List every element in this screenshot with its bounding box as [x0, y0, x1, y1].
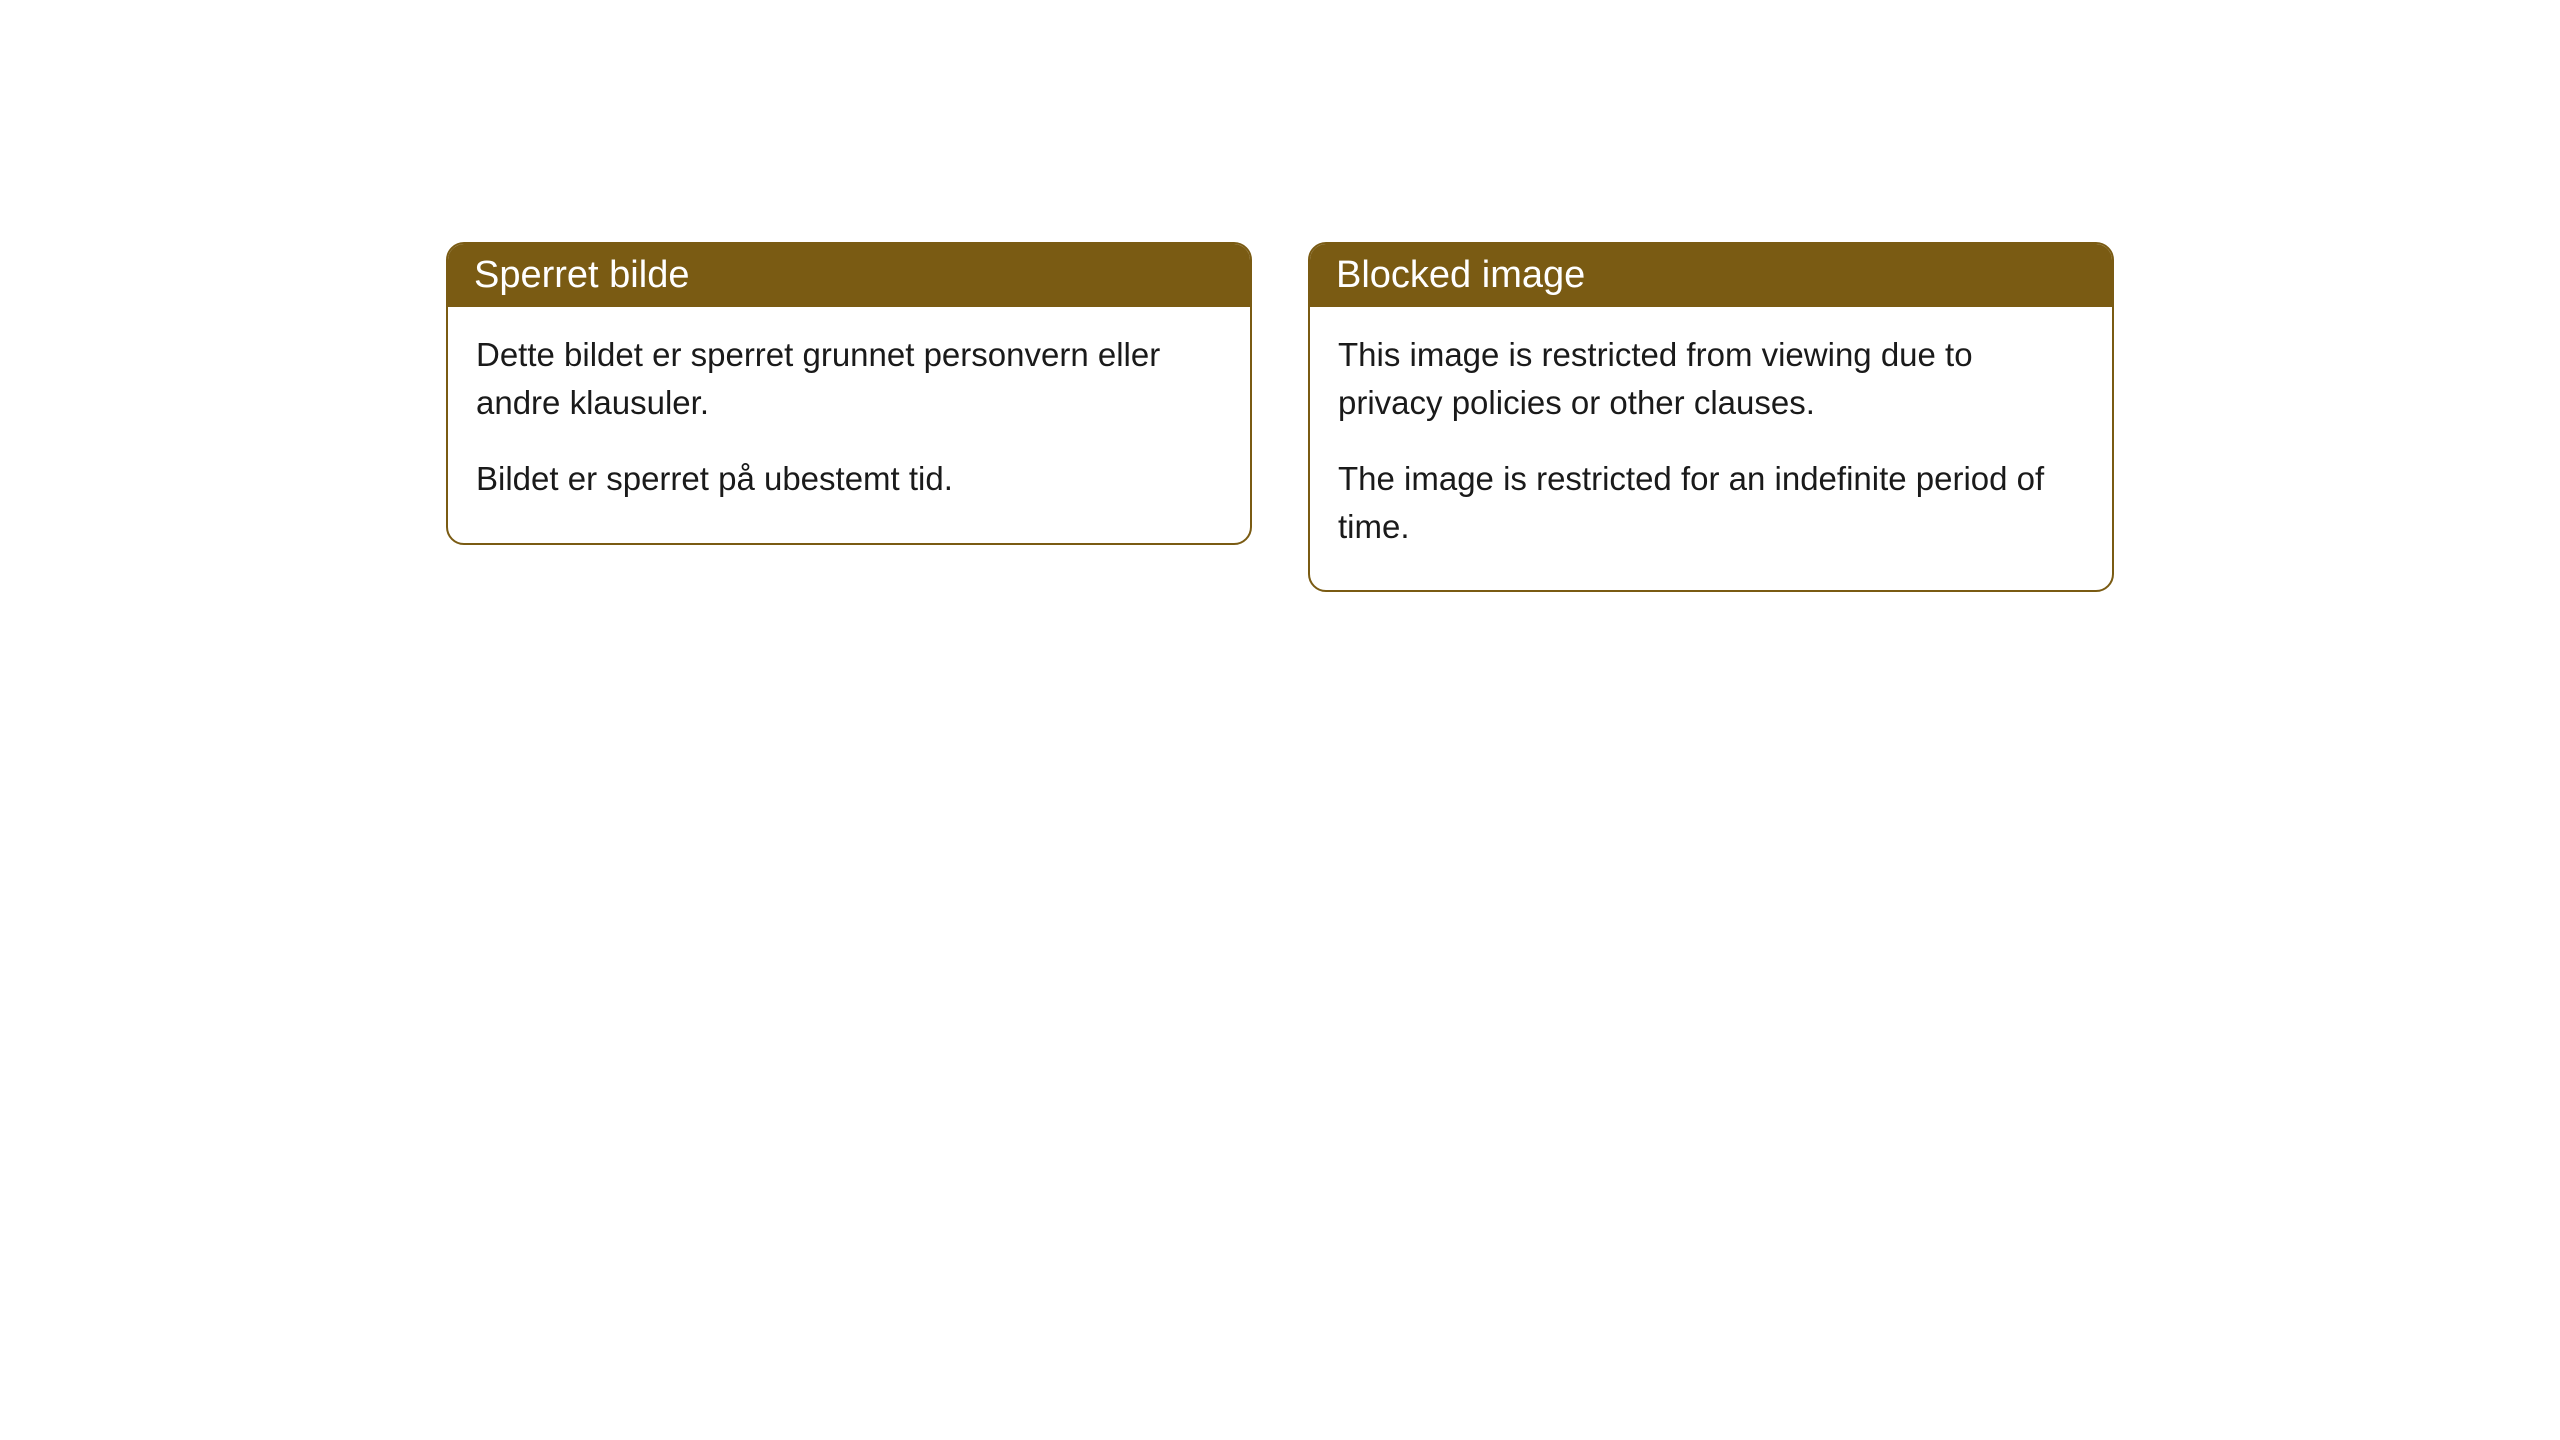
card-body: Dette bildet er sperret grunnet personve… — [448, 307, 1250, 543]
card-paragraph-1: This image is restricted from viewing du… — [1338, 331, 2084, 427]
blocked-image-card-english: Blocked image This image is restricted f… — [1308, 242, 2114, 592]
card-header: Blocked image — [1310, 244, 2112, 307]
card-paragraph-2: The image is restricted for an indefinit… — [1338, 455, 2084, 551]
blocked-image-card-norwegian: Sperret bilde Dette bildet er sperret gr… — [446, 242, 1252, 545]
card-paragraph-2: Bildet er sperret på ubestemt tid. — [476, 455, 1222, 503]
card-header: Sperret bilde — [448, 244, 1250, 307]
card-title: Sperret bilde — [474, 254, 689, 296]
cards-container: Sperret bilde Dette bildet er sperret gr… — [446, 242, 2114, 1440]
card-paragraph-1: Dette bildet er sperret grunnet personve… — [476, 331, 1222, 427]
card-title: Blocked image — [1336, 254, 1585, 296]
card-body: This image is restricted from viewing du… — [1310, 307, 2112, 590]
